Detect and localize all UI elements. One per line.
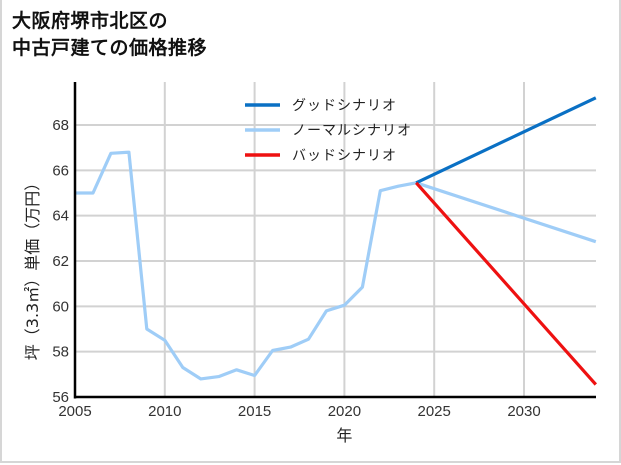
x-tick-label: 2015	[238, 403, 271, 420]
y-tick-label: 68	[52, 117, 69, 134]
chart-title-line1: 大阪府堺市北区の	[12, 10, 169, 32]
series-line-2	[415, 181, 597, 386]
y-tick-label: 60	[52, 298, 69, 315]
y-tick-label: 58	[52, 344, 69, 361]
legend-label: グッドシナリオ	[292, 98, 397, 114]
x-tick-label: 2005	[58, 403, 91, 420]
y-tick-label: 64	[52, 208, 69, 225]
y-axis-label: 坪（3.3㎡）単価（万円）	[23, 175, 42, 360]
grid-lines	[75, 82, 596, 397]
legend-label: ノーマルシナリオ	[292, 123, 412, 139]
x-tick-label: 2010	[148, 403, 181, 420]
y-tick-label: 62	[52, 253, 69, 270]
series-line-1	[75, 150, 597, 381]
axes	[73, 82, 596, 399]
legend-label: バッドシナリオ	[292, 148, 397, 164]
data-series	[75, 96, 597, 386]
chart-title: 大阪府堺市北区の 中古戸建ての価格推移	[12, 8, 207, 62]
x-axis-label: 年	[336, 426, 352, 445]
chart-title-line2: 中古戸建ての価格推移	[12, 37, 208, 59]
series-line-0	[415, 96, 597, 185]
x-tick-label: 2020	[328, 403, 361, 420]
x-tick-label: 2030	[507, 403, 540, 420]
x-tick-label: 2025	[418, 403, 451, 420]
y-tick-label: 66	[52, 162, 69, 179]
y-tick-label: 56	[52, 389, 69, 406]
tick-labels: 56 58 60 62 64 66 68 2005 2010 2015 2020 2025 2030	[52, 117, 540, 420]
